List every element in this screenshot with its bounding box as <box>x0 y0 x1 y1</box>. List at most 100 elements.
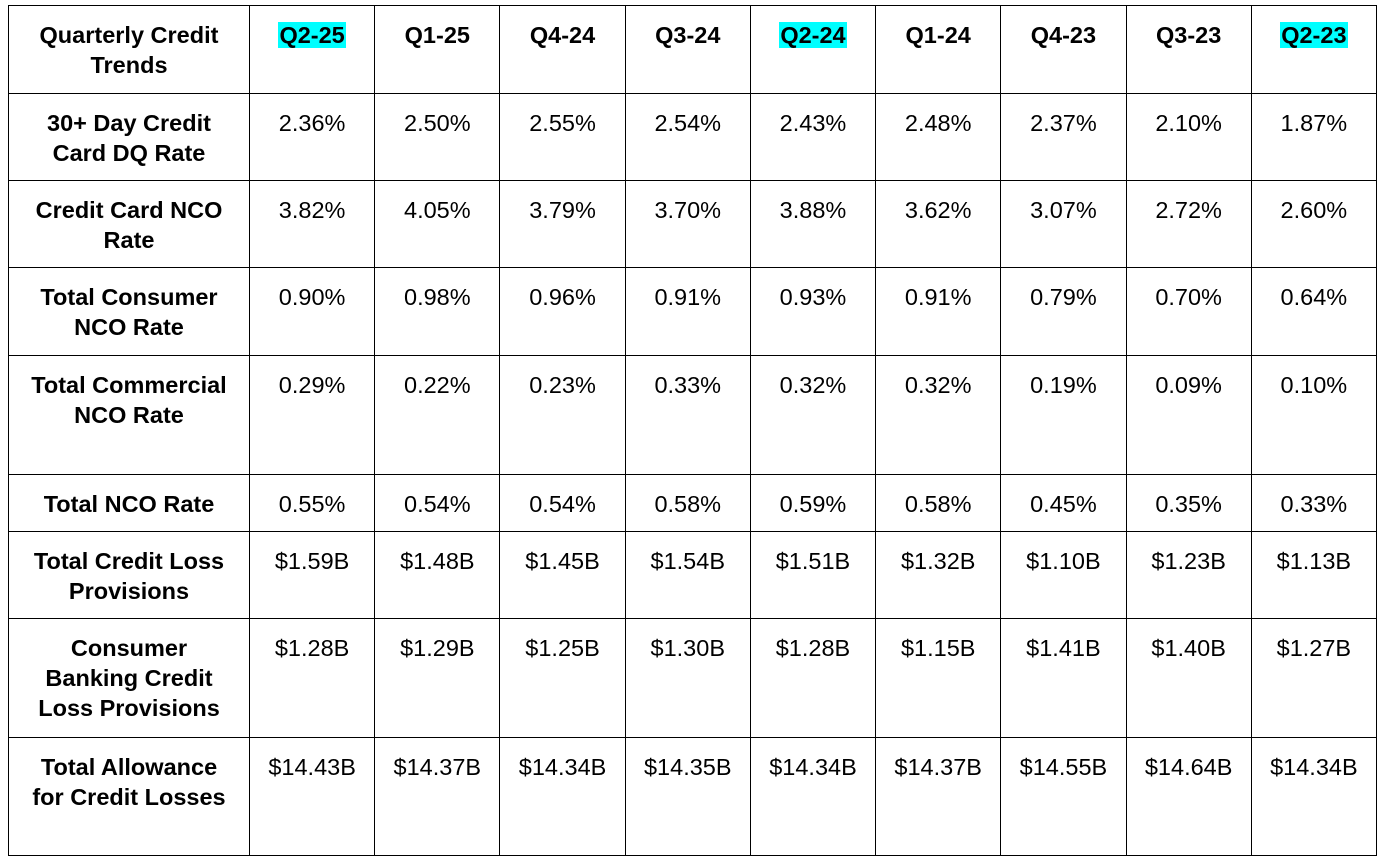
value-cell: 0.54% <box>374 474 501 532</box>
value-cell: 0.98% <box>374 267 501 356</box>
column-label: Q1-24 <box>905 22 971 48</box>
data-row: Total Commercial NCO Rate 0.29% 0.22% 0.23%… <box>8 355 1378 475</box>
value-cell: $14.34B <box>1250 737 1378 856</box>
value-cell: 0.70% <box>1125 267 1252 356</box>
data-row: Credit Card NCO Rate 3.82% 4.05% 3.79% 3.70%… <box>8 180 1378 268</box>
row-label: Total NCO Rate <box>8 474 250 532</box>
value-cell: 0.54% <box>499 474 626 532</box>
row-label: Total Credit Loss Provisions <box>8 531 250 619</box>
value-cell: 0.10% <box>1250 355 1378 475</box>
value-cell: $14.34B <box>499 737 626 856</box>
value-cell: 0.58% <box>875 474 1002 532</box>
value-cell: 0.29% <box>248 355 376 475</box>
column-label: Q1-25 <box>404 22 470 48</box>
row-label: Total Consumer NCO Rate <box>8 267 250 356</box>
row-label: Total Allowance for Credit Losses <box>8 737 250 856</box>
credit-table: Quarterly Credit Trends Q2-25 Q1-25 Q4-24 Q… <box>8 5 1378 856</box>
value-cell: $1.29B <box>374 618 501 738</box>
column-header: Q2-24 <box>749 5 877 94</box>
column-header: Q4-23 <box>1000 5 1127 94</box>
value-cell: 2.43% <box>749 93 877 181</box>
value-cell: $1.30B <box>624 618 751 738</box>
value-cell: 2.54% <box>624 93 751 181</box>
row-label: Credit Card NCO Rate <box>8 180 250 268</box>
value-cell: 0.96% <box>499 267 626 356</box>
value-cell: 2.72% <box>1125 180 1252 268</box>
value-cell: 2.50% <box>374 93 501 181</box>
column-header: Q2-23 <box>1250 5 1378 94</box>
value-cell: $14.43B <box>248 737 376 856</box>
column-label: Q4-24 <box>529 22 596 48</box>
value-cell: 0.93% <box>749 267 877 356</box>
corner-cell: Quarterly Credit Trends <box>8 5 250 94</box>
row-label: 30+ Day Credit Card DQ Rate <box>8 93 250 181</box>
value-cell: $14.34B <box>749 737 877 856</box>
column-label: Q3-23 <box>1155 22 1222 48</box>
value-cell: $14.37B <box>374 737 501 856</box>
value-cell: 1.87% <box>1250 93 1378 181</box>
value-cell: 3.70% <box>624 180 751 268</box>
column-header: Q3-24 <box>624 5 751 94</box>
value-cell: $1.27B <box>1250 618 1378 738</box>
data-row: Total Credit Loss Provisions $1.59B $1.48B… <box>8 531 1378 619</box>
value-cell: $1.48B <box>374 531 501 619</box>
value-cell: 2.60% <box>1250 180 1378 268</box>
column-label: Q4-23 <box>1030 22 1097 48</box>
value-cell: 2.37% <box>1000 93 1127 181</box>
value-cell: 3.79% <box>499 180 626 268</box>
value-cell: 3.82% <box>248 180 376 268</box>
value-cell: 3.88% <box>749 180 877 268</box>
data-row: Total NCO Rate 0.55% 0.54% 0.54% 0.58% 0.59% 0… <box>8 474 1378 532</box>
column-header: Q1-24 <box>875 5 1002 94</box>
value-cell: $1.32B <box>875 531 1002 619</box>
value-cell: $1.28B <box>749 618 877 738</box>
value-cell: $1.13B <box>1250 531 1378 619</box>
value-cell: 0.64% <box>1250 267 1378 356</box>
value-cell: 3.62% <box>875 180 1002 268</box>
value-cell: $1.59B <box>248 531 376 619</box>
row-label: Consumer Banking Credit Loss Provisions <box>8 618 250 738</box>
value-cell: 2.55% <box>499 93 626 181</box>
value-cell: 0.79% <box>1000 267 1127 356</box>
value-cell: $1.51B <box>749 531 877 619</box>
value-cell: $1.41B <box>1000 618 1127 738</box>
value-cell: $1.15B <box>875 618 1002 738</box>
row-label: Total Commercial NCO Rate <box>8 355 250 475</box>
value-cell: 2.48% <box>875 93 1002 181</box>
column-label: Q2-23 <box>1280 22 1348 48</box>
value-cell: $1.28B <box>248 618 376 738</box>
data-row: Total Consumer NCO Rate 0.90% 0.98% 0.96% 0.… <box>8 267 1378 356</box>
value-cell: 2.10% <box>1125 93 1252 181</box>
value-cell: 0.91% <box>624 267 751 356</box>
value-cell: 4.05% <box>374 180 501 268</box>
column-header: Q4-24 <box>499 5 626 94</box>
column-label: Q2-24 <box>779 22 847 48</box>
value-cell: 3.07% <box>1000 180 1127 268</box>
value-cell: $1.40B <box>1125 618 1252 738</box>
value-cell: $14.35B <box>624 737 751 856</box>
column-label: Q3-24 <box>655 22 721 48</box>
column-header: Q1-25 <box>374 5 501 94</box>
value-cell: 0.32% <box>875 355 1002 475</box>
value-cell: 0.22% <box>374 355 501 475</box>
data-row: Total Allowance for Credit Losses $14.43B… <box>8 737 1378 856</box>
value-cell: 0.45% <box>1000 474 1127 532</box>
value-cell: $1.23B <box>1125 531 1252 619</box>
value-cell: 0.33% <box>624 355 751 475</box>
data-row: Consumer Banking Credit Loss Provisions $… <box>8 618 1378 738</box>
value-cell: $1.10B <box>1000 531 1127 619</box>
value-cell: 2.36% <box>248 93 376 181</box>
value-cell: 0.91% <box>875 267 1002 356</box>
value-cell: $14.55B <box>1000 737 1127 856</box>
value-cell: 0.35% <box>1125 474 1252 532</box>
value-cell: $1.45B <box>499 531 626 619</box>
header-row: Quarterly Credit Trends Q2-25 Q1-25 Q4-24 Q… <box>8 5 1378 94</box>
value-cell: 0.23% <box>499 355 626 475</box>
value-cell: $14.37B <box>875 737 1002 856</box>
value-cell: 0.90% <box>248 267 376 356</box>
data-row: 30+ Day Credit Card DQ Rate 2.36% 2.50% 2.5… <box>8 93 1378 181</box>
value-cell: 0.55% <box>248 474 376 532</box>
value-cell: 0.19% <box>1000 355 1127 475</box>
column-header: Q3-23 <box>1125 5 1252 94</box>
